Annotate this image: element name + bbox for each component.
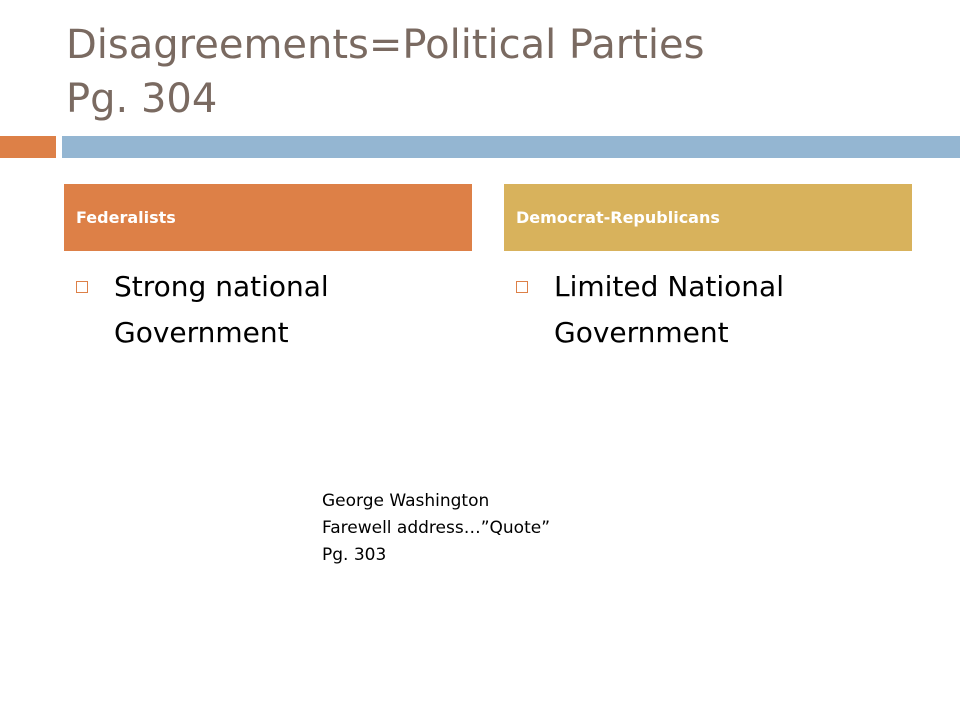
slide-title: Disagreements=Political Parties Pg. 304: [66, 18, 926, 126]
hollow-square-icon: [516, 281, 528, 293]
title-line-2: Pg. 304: [66, 76, 218, 122]
bullet-item-federalists: Strong national Government: [66, 264, 466, 356]
column-header-label: Democrat-Republicans: [516, 208, 720, 227]
bullet-text: Limited National Government: [554, 270, 784, 349]
accent-bar-blue: [62, 136, 960, 158]
accent-bar-orange: [0, 136, 56, 158]
column-header-label: Federalists: [76, 208, 176, 227]
bullet-text: Strong national Government: [114, 270, 329, 349]
bullet-item-democrat-republicans: Limited National Government: [506, 264, 906, 356]
hollow-square-icon: [76, 281, 88, 293]
column-header-democrat-republicans: Democrat-Republicans: [504, 184, 912, 251]
title-line-1: Disagreements=Political Parties: [66, 22, 705, 68]
washington-farewell-note: George Washington Farewell address…”Quot…: [322, 491, 551, 565]
column-header-federalists: Federalists: [64, 184, 472, 251]
